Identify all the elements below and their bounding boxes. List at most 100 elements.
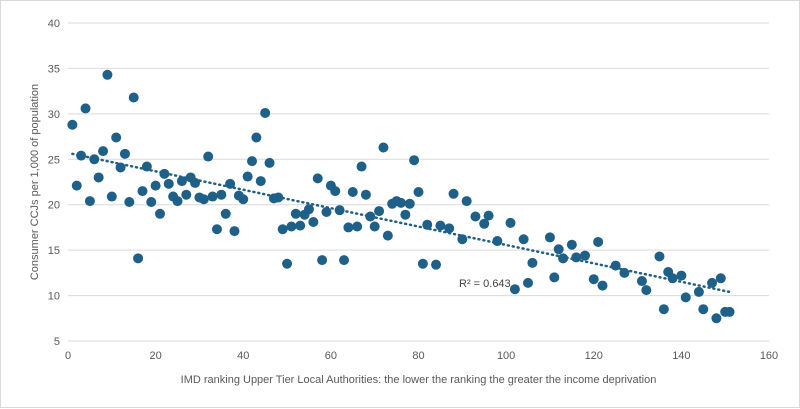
data-point [251, 132, 262, 143]
data-point [308, 216, 319, 227]
data-point [409, 155, 420, 166]
data-point [229, 226, 240, 237]
data-point [76, 150, 87, 161]
data-point [707, 277, 718, 288]
data-point [523, 277, 534, 288]
x-tick-label: 100 [497, 350, 515, 362]
data-point [163, 178, 174, 189]
data-point [505, 217, 516, 228]
y-tick-label: 30 [48, 109, 60, 121]
data-point [211, 224, 222, 235]
data-point [715, 273, 726, 284]
y-tick-label: 20 [48, 200, 60, 212]
data-point [273, 192, 284, 203]
y-tick-label: 15 [48, 245, 60, 257]
data-point [588, 274, 599, 285]
data-point [470, 211, 481, 222]
data-point [150, 180, 161, 191]
data-point [198, 194, 209, 205]
data-point [527, 257, 538, 268]
data-point [597, 280, 608, 291]
data-point [155, 208, 166, 219]
data-point [400, 209, 411, 220]
data-point [339, 255, 350, 266]
x-axis-title: IMD ranking Upper Tier Local Authorities… [181, 374, 657, 386]
y-tick-label: 25 [48, 154, 60, 166]
data-point [242, 171, 253, 182]
data-point [553, 244, 564, 255]
data-point [479, 218, 490, 229]
data-point [417, 258, 428, 269]
data-point [89, 154, 100, 165]
x-tick-label: 120 [585, 350, 603, 362]
data-point [558, 253, 569, 264]
data-point [619, 267, 630, 278]
data-point [67, 119, 78, 130]
data-point [579, 250, 590, 261]
data-point [347, 186, 358, 197]
data-point [544, 232, 555, 243]
x-tick-label: 80 [412, 350, 424, 362]
data-point [312, 173, 323, 184]
data-point [225, 178, 236, 189]
data-point [290, 208, 301, 219]
data-point [457, 234, 468, 245]
data-point [93, 172, 104, 183]
data-point [255, 176, 266, 187]
y-tick-label: 10 [48, 291, 60, 303]
data-point [422, 219, 433, 230]
data-point [330, 186, 341, 197]
data-point [571, 252, 582, 263]
data-point [518, 234, 529, 245]
data-point [356, 161, 367, 172]
data-point [352, 221, 363, 232]
data-point [277, 224, 288, 235]
data-point [80, 103, 91, 114]
x-tick-label: 60 [325, 350, 337, 362]
data-point [413, 186, 424, 197]
data-point [295, 220, 306, 231]
data-point [141, 161, 152, 172]
data-point [264, 157, 275, 168]
data-point [115, 162, 126, 173]
data-point [680, 292, 691, 303]
data-point [343, 222, 354, 233]
data-point [238, 194, 249, 205]
y-tick-labels: 5 10 15 20 25 30 35 40 [48, 18, 60, 348]
data-point [365, 211, 376, 222]
data-point [636, 276, 647, 287]
data-point [317, 255, 328, 266]
y-axis-title: Consumer CCJs per 1,000 of population [29, 84, 41, 280]
data-point [133, 253, 144, 264]
data-point [549, 272, 560, 283]
data-point [334, 205, 345, 216]
trendline [71, 152, 731, 294]
data-point [282, 258, 293, 269]
data-point [698, 304, 709, 315]
data-point [676, 270, 687, 281]
data-point [71, 180, 82, 191]
data-point [111, 132, 122, 143]
data-points [67, 69, 735, 324]
data-point [84, 196, 95, 207]
x-tick-label: 0 [65, 350, 71, 362]
data-point [435, 220, 446, 231]
data-point [124, 196, 135, 207]
data-point [172, 196, 183, 207]
data-point [610, 260, 621, 271]
data-point [321, 206, 332, 217]
data-point [203, 151, 214, 162]
data-point [119, 148, 130, 159]
data-point [378, 142, 389, 153]
data-point [431, 259, 442, 270]
trendline-group [71, 152, 731, 294]
x-tick-label: 160 [760, 350, 778, 362]
x-tick-label: 20 [150, 350, 162, 362]
data-point [216, 189, 227, 200]
x-tick-labels: 0 20 40 60 80 100 120 140 160 [65, 350, 778, 362]
data-point [382, 230, 393, 241]
data-point [181, 189, 192, 200]
data-point [509, 284, 520, 295]
